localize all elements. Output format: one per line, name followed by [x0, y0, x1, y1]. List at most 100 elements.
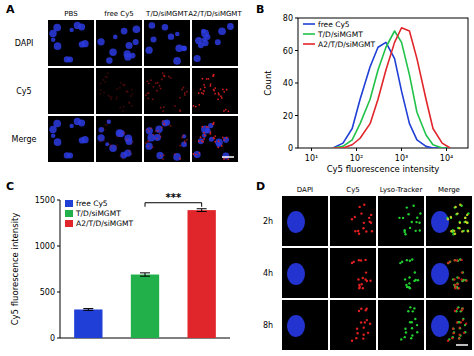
cy5-signal: [125, 91, 127, 93]
lyso-signal: [405, 331, 407, 333]
cy5-signal: [358, 259, 360, 261]
cy5-signal: [148, 83, 150, 85]
cy5-signal: [461, 271, 463, 273]
cy5-signal: [161, 127, 163, 129]
column-header: Merge: [438, 186, 460, 194]
tick-label: 500: [40, 288, 55, 297]
error-bar: [140, 273, 150, 276]
cy5-signal: [195, 106, 197, 108]
cy5-signal: [214, 135, 216, 137]
cy5-signal: [111, 145, 113, 147]
cy5-signal: [223, 139, 225, 141]
lyso-signal: [401, 261, 403, 263]
lyso-signal: [414, 318, 416, 320]
panel-label: C: [6, 180, 14, 193]
column-header: Lyso-Tracker: [380, 186, 423, 194]
annotation: ***: [165, 192, 181, 203]
cy5-signal: [364, 278, 366, 280]
cy5-signal: [108, 95, 110, 97]
nucleus: [149, 22, 156, 29]
cy5-signal: [131, 105, 133, 107]
cy5-signal: [99, 141, 101, 143]
nucleus: [54, 42, 62, 50]
nucleus: [133, 25, 141, 33]
cy5-signal: [130, 95, 132, 97]
cy5-signal: [354, 230, 356, 232]
cy5-signal: [125, 139, 127, 141]
cy5-signal: [363, 204, 365, 206]
nucleus: [105, 142, 109, 146]
lyso-signal: [459, 334, 461, 336]
cy5-signal: [162, 120, 164, 122]
tick-label: 80: [283, 14, 293, 23]
tick: [57, 200, 60, 201]
nucleus: [81, 40, 88, 47]
tick: [295, 148, 298, 149]
cy5-signal: [465, 323, 467, 325]
lyso-signal: [415, 221, 417, 223]
cy5-signal: [183, 87, 185, 89]
lyso-signal: [465, 279, 467, 281]
micrograph-bg: [144, 116, 190, 162]
tick-label: 10³: [395, 154, 408, 163]
tick-label: 40: [283, 79, 293, 88]
micrograph-bg: [48, 116, 94, 162]
nucleus: [201, 29, 206, 34]
lyso-signal: [457, 260, 459, 262]
cy5-signal: [160, 136, 162, 138]
nucleus: [74, 22, 81, 29]
nucleus: [181, 141, 187, 147]
cy5-signal: [147, 80, 149, 82]
cy5-signal: [150, 127, 152, 129]
cy5-signal: [223, 110, 225, 112]
lyso-signal: [408, 276, 410, 278]
lyso-signal: [419, 229, 421, 231]
legend-swatch: [303, 43, 315, 45]
nucleus: [431, 315, 449, 337]
cy5-signal: [362, 227, 364, 229]
cy5-signal: [122, 132, 124, 134]
cy5-signal: [459, 204, 461, 206]
cy5-signal: [210, 133, 212, 135]
cy5-signal: [164, 76, 166, 78]
cy5-signal: [362, 334, 364, 336]
cy5-signal: [368, 217, 370, 219]
micrograph-bg: [192, 116, 238, 162]
micrograph: [426, 248, 472, 298]
cy5-signal: [370, 214, 372, 216]
cy5-signal: [168, 76, 170, 78]
lyso-signal: [419, 212, 421, 214]
micrograph-bg: [378, 196, 424, 246]
column-header: Cy5: [346, 186, 359, 194]
nucleus: [126, 42, 133, 49]
micrograph: [426, 300, 472, 350]
nucleus: [121, 28, 128, 35]
row-label: 2h: [263, 217, 273, 226]
error-cap: [197, 211, 207, 212]
lyso-signal: [400, 338, 402, 340]
cy5-signal: [213, 89, 215, 91]
cy5-signal: [109, 96, 111, 98]
micrograph-bg: [192, 20, 238, 66]
cy5-signal: [129, 150, 131, 152]
cy5-signal: [217, 146, 219, 148]
cy5-signal: [462, 307, 464, 309]
lyso-signal: [411, 327, 413, 329]
significance-bracket: [145, 203, 202, 207]
lyso-signal: [409, 287, 411, 289]
lyso-signal: [404, 336, 406, 338]
cy5-signal: [460, 278, 462, 280]
cy5-signal: [202, 78, 204, 80]
micrograph: [378, 300, 424, 350]
cy5-signal: [369, 323, 371, 325]
nucleus: [97, 134, 104, 141]
cy5-signal: [147, 93, 149, 95]
micrograph: [282, 196, 328, 246]
cy5-signal: [458, 287, 460, 289]
cy5-signal: [456, 283, 458, 285]
cy5-signal: [132, 93, 134, 95]
micrograph: [144, 116, 190, 162]
lyso-signal: [411, 334, 413, 336]
cy5-signal: [198, 140, 200, 142]
cy5-signal: [360, 307, 362, 309]
